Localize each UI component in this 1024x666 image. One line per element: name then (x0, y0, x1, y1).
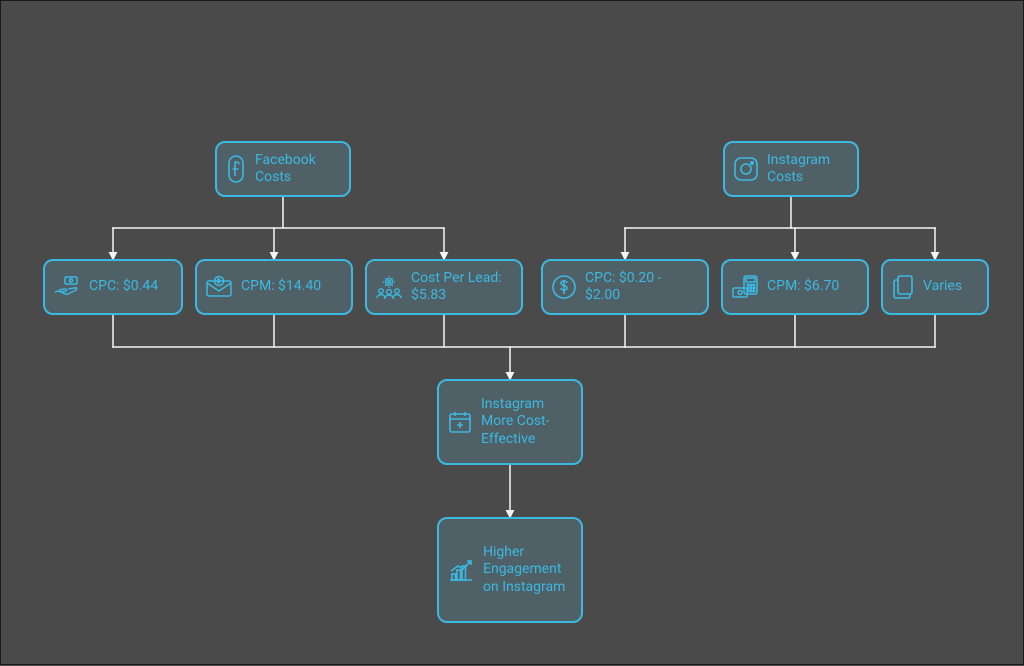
mail-money-icon (205, 275, 233, 299)
hand-money-icon (53, 275, 81, 299)
instagram-icon (733, 156, 759, 182)
node-conclusion: Instagram More Cost-Effective (437, 379, 583, 465)
node-label: CPM: $6.70 (767, 278, 859, 296)
documents-icon (891, 274, 915, 300)
node-ig-cpc: CPC: $0.20 - $2.00 (541, 259, 709, 315)
node-label: Instagram More Cost-Effective (481, 396, 573, 449)
dollar-icon (551, 274, 577, 300)
node-label: Instagram Costs (767, 152, 849, 187)
node-fb-cpl: Cost Per Lead: $5.83 (365, 259, 523, 315)
node-label: Higher Engagement on Instagram (483, 544, 573, 597)
node-label: Facebook Costs (255, 152, 341, 187)
node-instagram-costs: Instagram Costs (723, 141, 859, 197)
node-facebook-costs: Facebook Costs (215, 141, 351, 197)
node-ig-cpm: CPM: $6.70 (721, 259, 869, 315)
diagram-canvas: Facebook Costs Instagram Costs CPC: $0.4… (0, 0, 1024, 665)
node-label: CPC: $0.44 (89, 278, 173, 296)
gear-people-icon (375, 274, 403, 300)
node-fb-cpm: CPM: $14.40 (195, 259, 353, 315)
chart-up-icon (447, 557, 475, 583)
node-label: Cost Per Lead: $5.83 (411, 270, 513, 305)
node-engagement: Higher Engagement on Instagram (437, 517, 583, 623)
node-label: Varies (923, 278, 979, 296)
facebook-icon (225, 155, 247, 183)
node-fb-cpc: CPC: $0.44 (43, 259, 183, 315)
node-label: CPM: $14.40 (241, 278, 343, 296)
node-label: CPC: $0.20 - $2.00 (585, 270, 699, 305)
calendar-icon (447, 409, 473, 435)
node-ig-varies: Varies (881, 259, 989, 315)
calc-money-icon (731, 274, 759, 300)
